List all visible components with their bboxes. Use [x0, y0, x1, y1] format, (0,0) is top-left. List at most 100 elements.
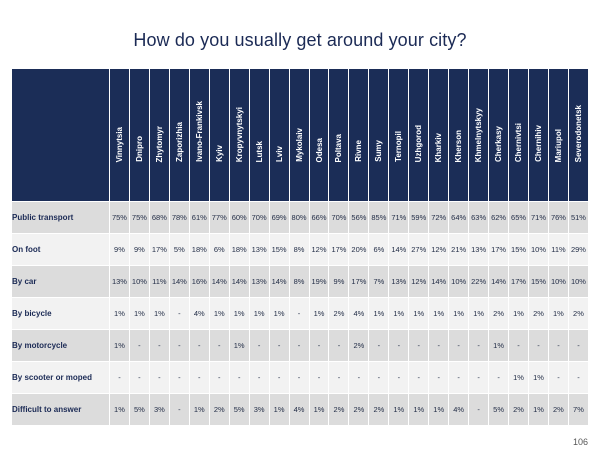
table-cell: 59%	[408, 201, 430, 234]
table-cell: 1%	[528, 393, 549, 426]
table-cell: -	[268, 329, 290, 362]
table-cell: 14%	[228, 265, 250, 298]
table-cell: 2%	[328, 393, 350, 426]
table-cell: 9%	[128, 233, 150, 266]
table-cell: -	[208, 361, 230, 394]
table-cell: 1%	[188, 393, 210, 426]
table-cell: 12%	[428, 233, 450, 266]
table-cell: 19%	[308, 265, 330, 298]
city-label: Lutsk	[254, 140, 264, 162]
table-cell: 17%	[508, 265, 530, 298]
table-cell: 2%	[368, 393, 390, 426]
column-header: Lviv	[268, 68, 290, 202]
table-cell: -	[128, 329, 150, 362]
table-cell: 13%	[248, 233, 270, 266]
table-cell: 9%	[109, 233, 130, 266]
table-cell: -	[547, 329, 569, 362]
table-cell: -	[408, 361, 430, 394]
table-cell: 13%	[468, 233, 490, 266]
column-header: Vinnytsia	[109, 68, 130, 202]
row-label: Public transport	[11, 201, 110, 234]
table-cell: -	[428, 361, 450, 394]
table-cell: 3%	[248, 393, 270, 426]
table-cell: -	[528, 329, 549, 362]
table-cell: -	[388, 329, 410, 362]
table-row: Difficult to answer 1% 5% 3% -1% 2% 5% 3% 1% 4% 1%…	[11, 393, 590, 426]
table-cell: 1%	[308, 393, 330, 426]
column-header: Cherkasy	[488, 68, 510, 202]
table-cell: 60%	[228, 201, 250, 234]
city-label: Severodonetsk	[573, 104, 583, 162]
row-label: By scooter or moped	[11, 361, 110, 394]
row-label: On foot	[11, 233, 110, 266]
table-cell: 1%	[109, 329, 130, 362]
table-cell: -	[508, 329, 530, 362]
table-cell: 8%	[288, 233, 310, 266]
table-cell: -	[468, 329, 490, 362]
header-corner	[11, 68, 110, 202]
column-header: Kherson	[448, 68, 470, 202]
table-cell: 13%	[109, 265, 130, 298]
table-cell: -	[168, 361, 190, 394]
table-cell: 14%	[268, 265, 290, 298]
column-header: Zhytomyr	[148, 68, 170, 202]
table-cell: -	[288, 361, 310, 394]
column-header: Sumy	[368, 68, 390, 202]
table-cell: -	[248, 329, 270, 362]
table-cell: 56%	[348, 201, 370, 234]
page-number: 106	[572, 437, 588, 447]
table-row: By motorcycle 1% - - - - -1% - - - - -2% - - - - - -1% - - -…	[11, 329, 590, 362]
table-cell: 12%	[308, 233, 330, 266]
table-cell: -	[288, 297, 310, 330]
table-cell: 2%	[208, 393, 230, 426]
row-label: By car	[11, 265, 110, 298]
table-cell: 1%	[508, 361, 530, 394]
table-cell: -	[368, 361, 390, 394]
column-header: Kharkiv	[428, 68, 450, 202]
table-cell: 10%	[448, 265, 470, 298]
table-cell: -	[328, 329, 350, 362]
table-cell: 10%	[528, 233, 549, 266]
table-cell: -	[188, 329, 210, 362]
table-cell: 14%	[388, 233, 410, 266]
table-cell: 15%	[268, 233, 290, 266]
table-cell: 13%	[388, 265, 410, 298]
city-label: Ivano-Frankivsk	[194, 101, 204, 162]
table-cell: -	[168, 329, 190, 362]
table-cell: 5%	[228, 393, 250, 426]
table-cell: 22%	[468, 265, 490, 298]
column-header: Khmelnytskyy	[468, 68, 490, 202]
table-cell: 5%	[168, 233, 190, 266]
table-cell: 12%	[408, 265, 430, 298]
table-cell: 17%	[148, 233, 170, 266]
table-cell: -	[448, 361, 470, 394]
table-row: By bicycle 1% 1% 1% -4% 1% 1% 1% 1% -1% 2% 4% 1% 1% 1%…	[11, 297, 590, 330]
table-cell: 1%	[208, 297, 230, 330]
table-row: By car 13% 10% 11% 14% 16% 14% 14% 13% 14% 8% 19% 9%…	[11, 265, 590, 298]
table-cell: 1%	[468, 297, 490, 330]
table-cell: 17%	[328, 233, 350, 266]
city-label: Mariupol	[553, 128, 563, 162]
table-cell: 14%	[208, 265, 230, 298]
table-cell: 68%	[148, 201, 170, 234]
table-cell: 7%	[368, 265, 390, 298]
table-cell: 66%	[308, 201, 330, 234]
table-cell: 4%	[448, 393, 470, 426]
row-label: Difficult to answer	[11, 393, 110, 426]
table-cell: 18%	[188, 233, 210, 266]
city-label: Uzhgorod	[414, 124, 424, 162]
column-header: Severodonetsk	[567, 68, 590, 202]
city-label: Vinnytsia	[114, 126, 124, 162]
table-cell: 2%	[528, 297, 549, 330]
column-header: Rivne	[348, 68, 370, 202]
table-cell: 9%	[328, 265, 350, 298]
table-cell: 1%	[368, 297, 390, 330]
city-label: Chernivtsi	[514, 122, 524, 162]
column-header: Mariupol	[547, 68, 569, 202]
table-cell: 76%	[547, 201, 569, 234]
table-cell: 1%	[109, 393, 130, 426]
city-label: Cherkasy	[494, 125, 504, 162]
table-cell: 1%	[248, 297, 270, 330]
table-cell: 71%	[528, 201, 549, 234]
city-label: Poltava	[334, 133, 344, 162]
